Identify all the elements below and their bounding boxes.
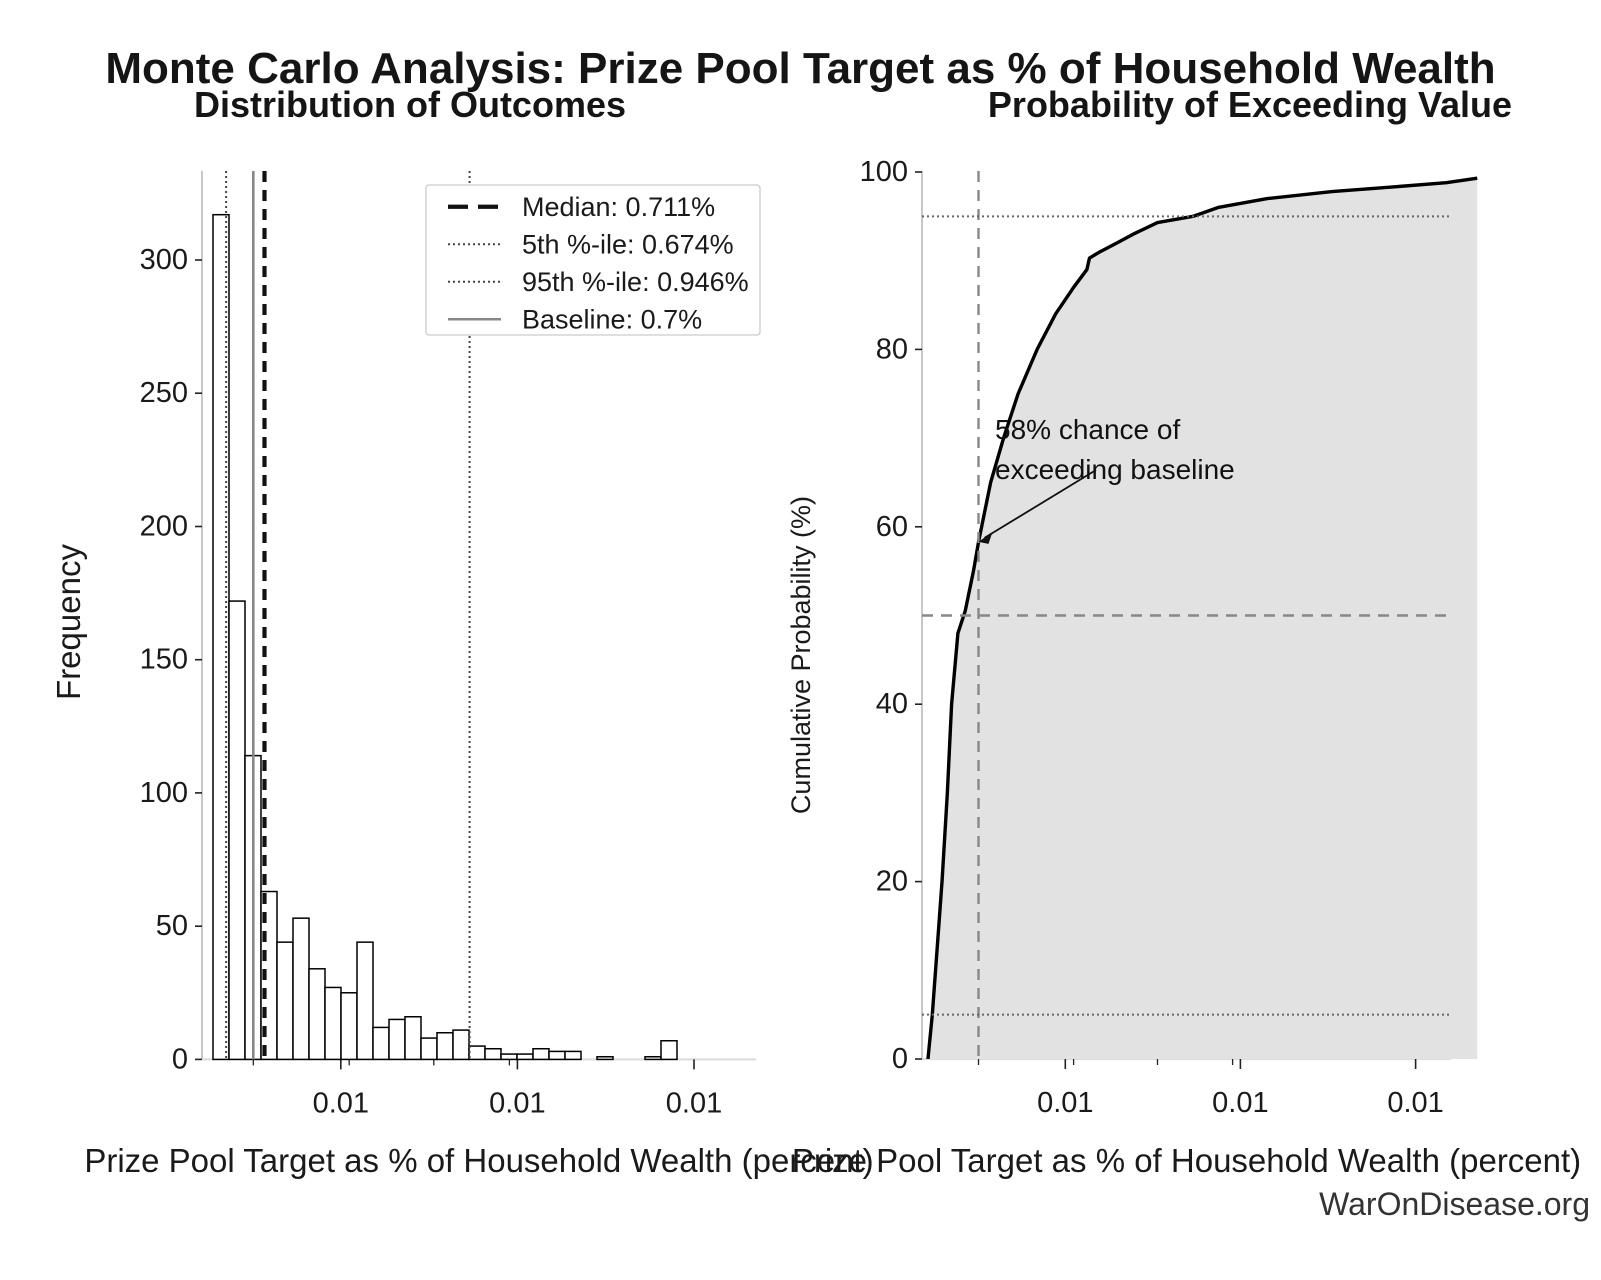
- svg-text:40: 40: [876, 688, 908, 720]
- svg-text:0.01: 0.01: [1037, 1087, 1093, 1119]
- svg-text:Prize Pool Target as % of Hous: Prize Pool Target as % of Household Weal…: [792, 1142, 1581, 1179]
- svg-text:0.01: 0.01: [1387, 1087, 1443, 1119]
- svg-text:60: 60: [876, 511, 908, 543]
- svg-text:0.01: 0.01: [313, 1087, 369, 1119]
- svg-text:0.01: 0.01: [666, 1087, 722, 1119]
- svg-text:exceeding baseline: exceeding baseline: [995, 454, 1235, 485]
- svg-text:20: 20: [876, 866, 908, 898]
- svg-text:5th %-ile: 0.674%: 5th %-ile: 0.674%: [522, 229, 734, 259]
- svg-text:Median: 0.711%: Median: 0.711%: [522, 192, 715, 222]
- svg-text:Frequency: Frequency: [50, 544, 87, 700]
- svg-text:100: 100: [140, 777, 188, 809]
- svg-text:0: 0: [892, 1043, 908, 1075]
- svg-text:80: 80: [876, 333, 908, 365]
- svg-text:58% chance of: 58% chance of: [995, 414, 1180, 445]
- svg-text:100: 100: [860, 156, 908, 188]
- svg-text:50: 50: [156, 910, 188, 942]
- svg-text:300: 300: [140, 244, 188, 276]
- svg-text:0: 0: [172, 1043, 188, 1075]
- svg-text:0.01: 0.01: [489, 1087, 545, 1119]
- svg-text:Prize Pool Target as % of Hous: Prize Pool Target as % of Household Weal…: [84, 1142, 873, 1179]
- svg-text:Cumulative Probability (%): Cumulative Probability (%): [786, 496, 816, 814]
- svg-text:200: 200: [140, 511, 188, 543]
- svg-text:150: 150: [140, 644, 188, 676]
- svg-text:0.01: 0.01: [1212, 1087, 1268, 1119]
- svg-text:95th %-ile: 0.946%: 95th %-ile: 0.946%: [522, 267, 749, 297]
- svg-text:250: 250: [140, 377, 188, 409]
- svg-text:Baseline: 0.7%: Baseline: 0.7%: [522, 304, 702, 334]
